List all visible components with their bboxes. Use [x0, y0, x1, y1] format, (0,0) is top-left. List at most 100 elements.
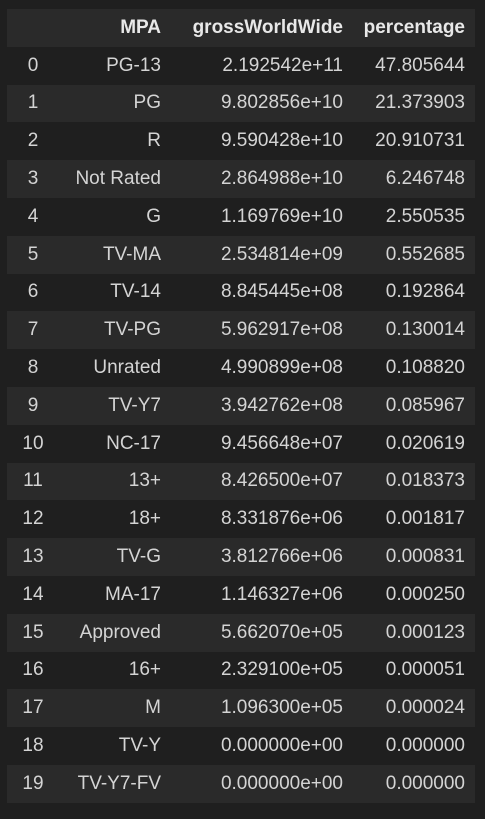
mpa-cell: M [145, 697, 161, 719]
table-row: 2 R 9.590428e+10 20.910731 [7, 122, 475, 161]
row-index-cell: 11 [23, 470, 43, 492]
percentage-cell: 0.001817 [385, 508, 465, 530]
row-index-cell: 19 [22, 772, 44, 794]
table-row: 3 Not Rated 2.864988e+10 6.246748 [7, 160, 475, 198]
table-row: 14 MA-17 1.146327e+06 0.000250 [7, 575, 475, 614]
gross-worldwide-cell: 2.534814e+09 [220, 243, 343, 265]
row-index-cell: 1 [27, 92, 39, 114]
table-row: 7 TV-PG 5.962917e+08 0.130014 [7, 311, 475, 350]
row-index-cell: 14 [22, 583, 44, 605]
percentage-cell: 6.246748 [385, 168, 465, 190]
table-row: 18 TV-Y 0.000000e+00 0.000000 [7, 727, 475, 765]
row-index-cell: 7 [27, 319, 39, 341]
gross-worldwide-cell: 1.169769e+10 [220, 205, 343, 227]
mpa-cell: 16+ [128, 659, 161, 681]
mpa-cell: TV-Y7-FV [77, 772, 161, 794]
percentage-cell: 0.000831 [385, 546, 465, 568]
table-row: 5 TV-MA 2.534814e+09 0.552685 [7, 235, 475, 274]
percentage-cell: 0.085967 [385, 394, 465, 416]
row-index-cell: 0 [27, 54, 39, 76]
mpa-cell: NC-17 [106, 432, 161, 454]
percentage-cell: 0.018373 [385, 470, 465, 492]
percentage-cell: 0.000123 [385, 621, 465, 643]
gross-worldwide-cell: 8.845445e+08 [220, 281, 343, 303]
table-row: 6 TV-14 8.845445e+08 0.192864 [7, 273, 475, 312]
percentage-cell: 0.000250 [385, 583, 465, 605]
table-row: 9 TV-Y7 3.942762e+08 0.085967 [7, 386, 475, 425]
mpa-cell: TV-MA [102, 243, 161, 265]
row-index-cell: 15 [22, 621, 44, 643]
table-row: 8 Unrated 4.990899e+08 0.108820 [7, 349, 475, 387]
gross-worldwide-cell: 9.590428e+10 [220, 130, 343, 152]
header-gross-worldwide: grossWorldWide [192, 16, 343, 38]
gross-worldwide-cell: 2.329100e+05 [220, 659, 343, 681]
gross-worldwide-cell: 5.962917e+08 [220, 319, 343, 341]
percentage-cell: 0.130014 [385, 319, 465, 341]
table-row: 12 18+ 8.331876e+06 0.001817 [7, 500, 475, 539]
row-index-cell: 9 [27, 394, 39, 416]
row-index-cell: 5 [27, 243, 39, 265]
percentage-cell: 0.000000 [385, 735, 465, 757]
row-index-cell: 17 [22, 697, 44, 719]
mpa-cell: 18+ [128, 508, 161, 530]
table-body: 0 PG-13 2.192542e+11 47.805644 1 PG 9.802856e+… [7, 46, 475, 803]
table-row: 1 PG 9.802856e+10 21.373903 [7, 84, 475, 123]
dataframe-table: MPA grossWorldWide percentage 0 PG-13 2.19… [7, 9, 475, 803]
percentage-cell: 47.805644 [375, 54, 465, 76]
table-row: 11 13+ 8.426500e+07 0.018373 [7, 462, 475, 501]
percentage-cell: 21.373903 [375, 92, 465, 114]
gross-worldwide-cell: 3.812766e+06 [220, 546, 343, 568]
mpa-cell: Not Rated [75, 168, 161, 190]
mpa-cell: Approved [79, 621, 161, 643]
percentage-cell: 0.192864 [385, 281, 465, 303]
percentage-cell: 20.910731 [375, 130, 465, 152]
header-row: MPA grossWorldWide percentage [7, 9, 475, 47]
percentage-cell: 0.020619 [385, 432, 465, 454]
mpa-cell: MA-17 [105, 583, 161, 605]
row-index-cell: 3 [27, 168, 39, 190]
mpa-cell: TV-Y [118, 735, 161, 757]
row-index-cell: 12 [22, 508, 44, 530]
gross-worldwide-cell: 8.331876e+06 [220, 508, 343, 530]
gross-worldwide-cell: 1.096300e+05 [220, 697, 343, 719]
row-index-cell: 2 [27, 130, 39, 152]
table-row: 15 Approved 5.662070e+05 0.000123 [7, 613, 475, 652]
gross-worldwide-cell: 9.456648e+07 [220, 432, 343, 454]
row-index-cell: 4 [27, 205, 39, 227]
row-index-cell: 6 [27, 281, 39, 303]
gross-worldwide-cell: 9.802856e+10 [220, 92, 343, 114]
percentage-cell: 2.550535 [385, 205, 465, 227]
percentage-cell: 0.552685 [385, 243, 465, 265]
mpa-cell: R [147, 130, 161, 152]
mpa-cell: PG [133, 92, 161, 114]
table-row: 4 G 1.169769e+10 2.550535 [7, 197, 475, 236]
table-row: 0 PG-13 2.192542e+11 47.805644 [7, 46, 475, 85]
table-header: MPA grossWorldWide percentage [7, 9, 475, 47]
gross-worldwide-cell: 3.942762e+08 [220, 394, 343, 416]
table-row: 16 16+ 2.329100e+05 0.000051 [7, 651, 475, 690]
row-index-cell: 16 [22, 659, 44, 681]
mpa-cell: TV-14 [110, 281, 161, 303]
mpa-cell: TV-PG [103, 319, 161, 341]
gross-worldwide-cell: 4.990899e+08 [220, 357, 343, 379]
mpa-cell: 13+ [128, 470, 161, 492]
row-index-cell: 10 [22, 432, 44, 454]
gross-worldwide-cell: 1.146327e+06 [220, 583, 343, 605]
row-index-cell: 13 [22, 546, 44, 568]
header-percentage: percentage [363, 16, 465, 38]
header-index [7, 9, 59, 47]
percentage-cell: 0.000000 [385, 772, 465, 794]
gross-worldwide-cell: 0.000000e+00 [220, 735, 343, 757]
table-row: 17 M 1.096300e+05 0.000024 [7, 689, 475, 728]
mpa-cell: Unrated [93, 357, 161, 379]
gross-worldwide-cell: 8.426500e+07 [220, 470, 343, 492]
percentage-cell: 0.108820 [385, 357, 465, 379]
header-mpa: MPA [120, 16, 161, 38]
mpa-cell: TV-Y7 [108, 394, 161, 416]
gross-worldwide-cell: 2.192542e+11 [222, 54, 343, 76]
table-row: 13 TV-G 3.812766e+06 0.000831 [7, 538, 475, 576]
table-row: 19 TV-Y7-FV 0.000000e+00 0.000000 [7, 764, 475, 803]
gross-worldwide-cell: 0.000000e+00 [220, 772, 343, 794]
percentage-cell: 0.000024 [385, 697, 465, 719]
row-index-cell: 8 [27, 357, 39, 379]
